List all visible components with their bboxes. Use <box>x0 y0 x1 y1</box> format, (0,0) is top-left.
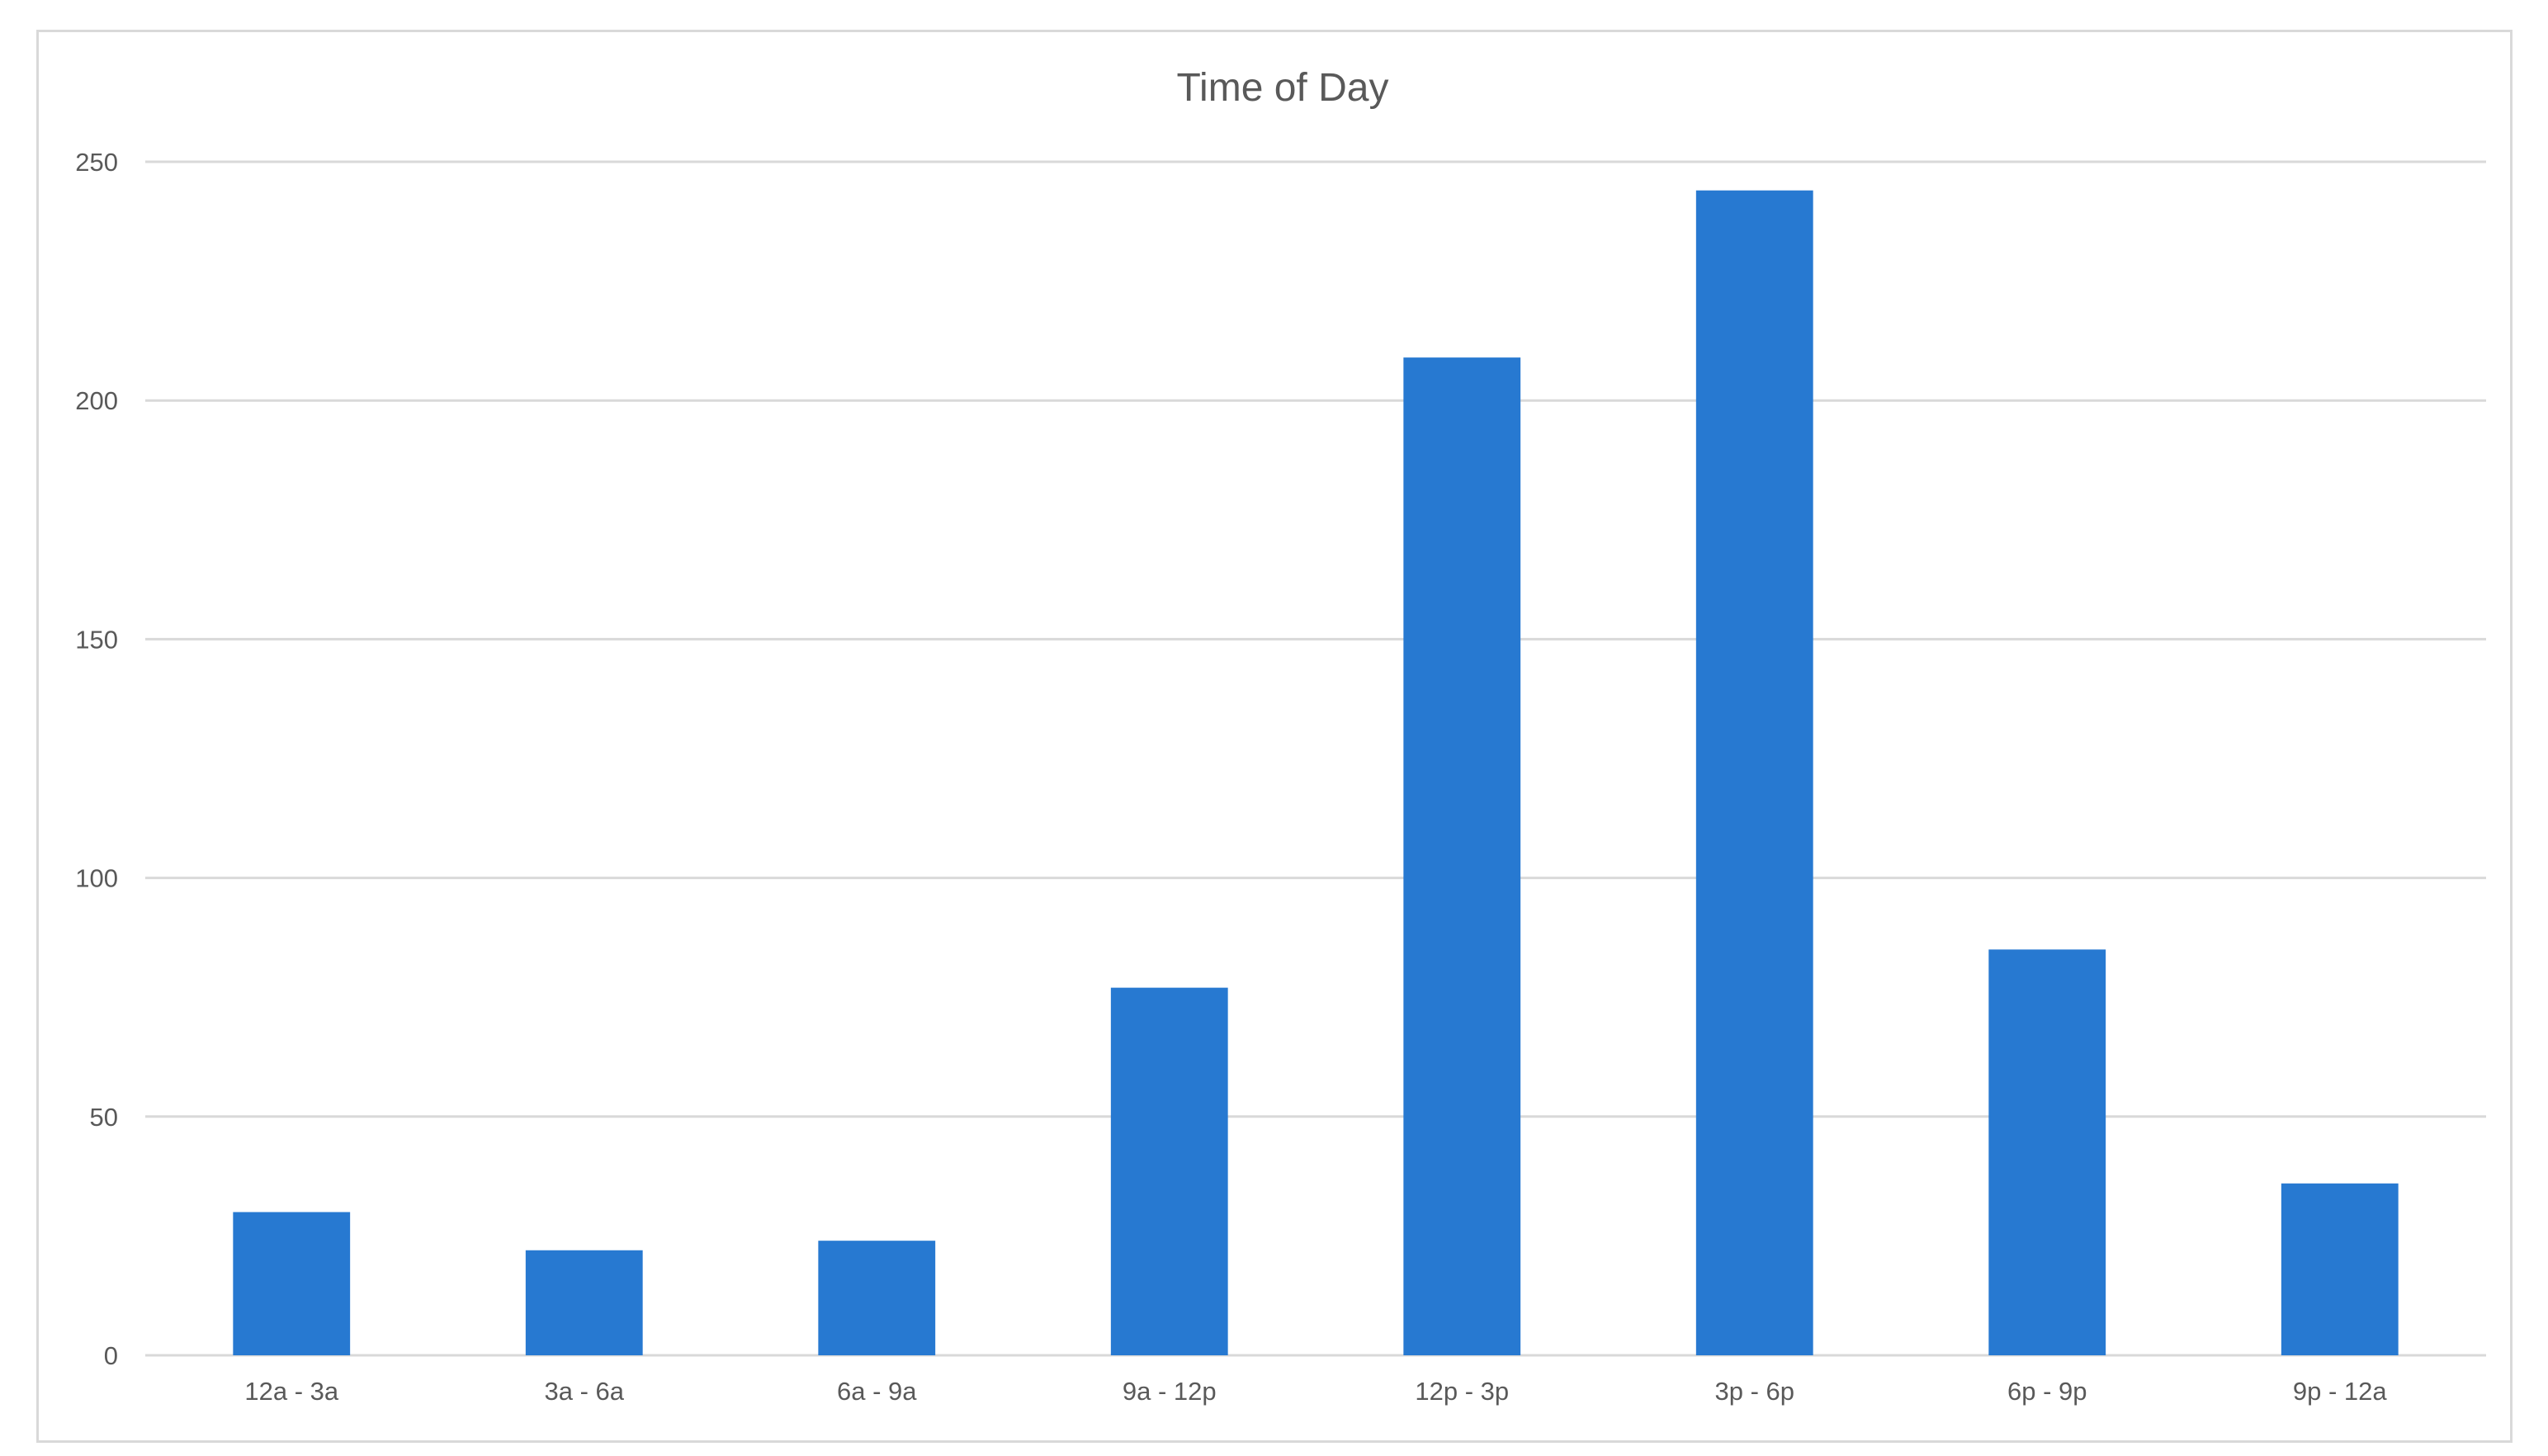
bar <box>1988 949 2106 1355</box>
x-tick-label: 12p - 3p <box>1415 1377 1509 1406</box>
x-tick-label: 9a - 12p <box>1123 1377 1217 1406</box>
x-tick-label: 3p - 6p <box>1714 1377 1794 1406</box>
bar <box>233 1212 351 1355</box>
y-tick-label: 200 <box>75 386 118 415</box>
y-axis-tick-labels: 0 50 100 150 200 250 <box>75 148 118 1370</box>
chart-title: Time of Day <box>1177 66 1389 110</box>
y-tick-label: 150 <box>75 625 118 654</box>
bar <box>1403 357 1521 1355</box>
x-tick-label: 6a - 9a <box>837 1377 917 1406</box>
x-tick-label: 6p - 9p <box>2007 1377 2087 1406</box>
gridlines <box>145 160 2486 1357</box>
x-tick-label: 3a - 6a <box>544 1377 624 1406</box>
bar <box>1110 987 1228 1355</box>
bar <box>525 1250 643 1355</box>
y-tick-label: 0 <box>104 1341 118 1370</box>
bar <box>818 1241 936 1355</box>
y-tick-label: 100 <box>75 864 118 893</box>
y-tick-label: 50 <box>90 1103 118 1132</box>
y-tick-label: 250 <box>75 148 118 177</box>
bars <box>233 190 2399 1356</box>
bar <box>2281 1183 2399 1355</box>
x-tick-label: 9p - 12a <box>2293 1377 2388 1406</box>
x-tick-label: 12a - 3a <box>244 1377 339 1406</box>
bar <box>1695 190 1813 1356</box>
x-axis-tick-labels: 12a - 3a 3a - 6a 6a - 9a 9a - 12p 12p - 3p 3p… <box>244 1377 2387 1406</box>
